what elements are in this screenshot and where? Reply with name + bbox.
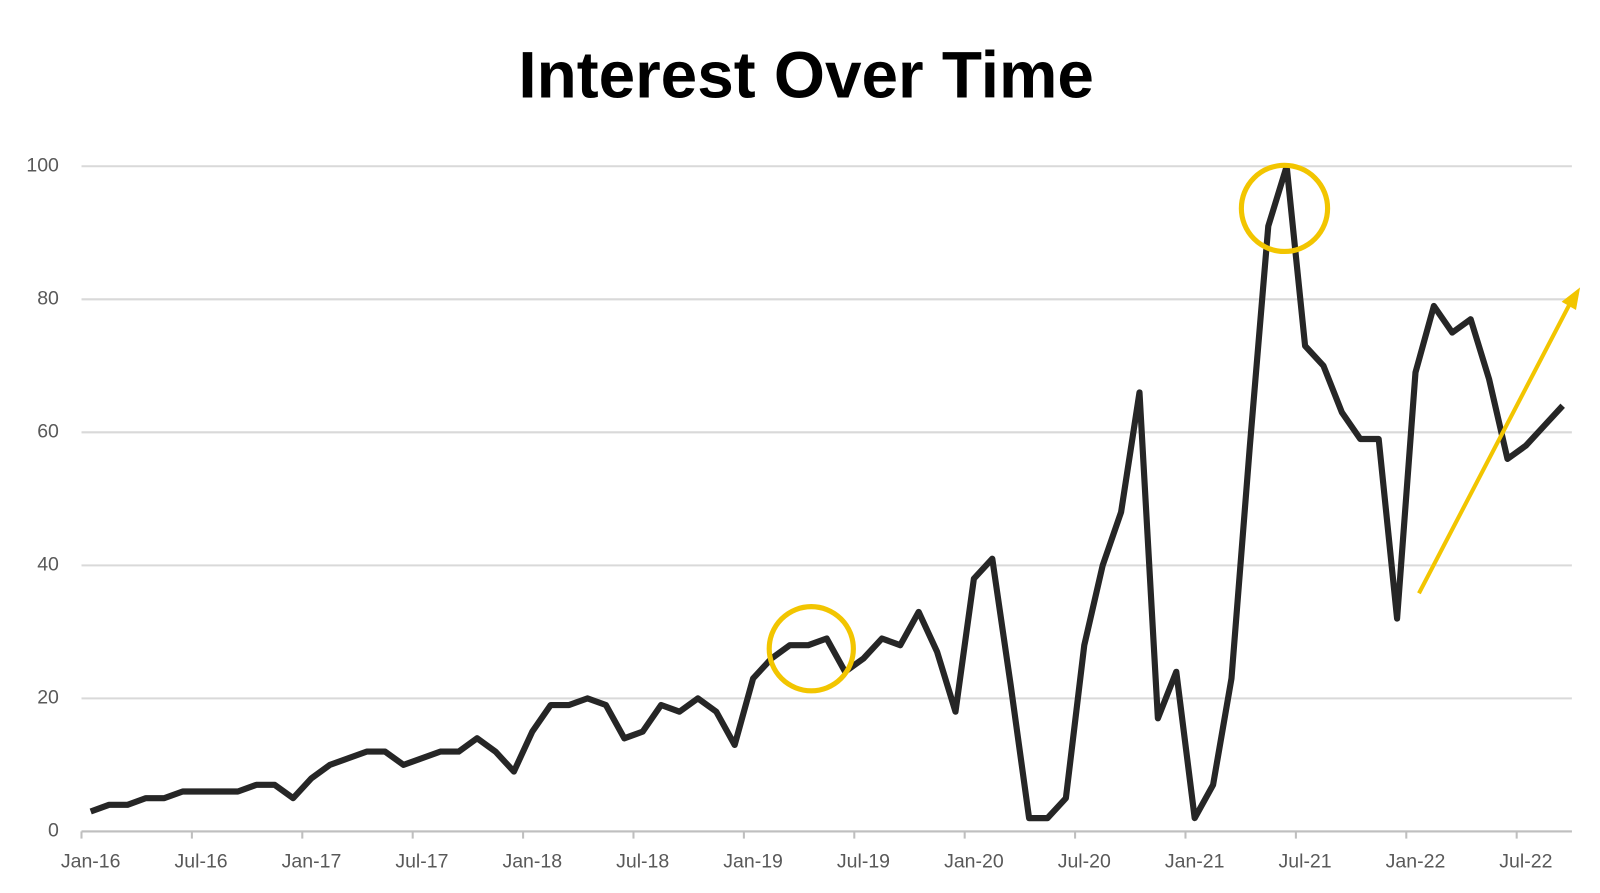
x-tick-label: Jul-16 [175,850,228,872]
x-tick-label: Jul-18 [616,850,669,872]
trend-arrow [1417,302,1572,595]
x-tick-label: Jul-17 [395,850,448,872]
y-tick-label: 20 [37,687,59,709]
y-tick-label: 40 [37,554,59,576]
data-line [89,163,1565,822]
y-tick-label: 60 [37,420,59,442]
x-tick-label: Jan-20 [944,850,1004,872]
x-tick-label: Jan-18 [502,850,562,872]
highlight-circle [766,604,856,694]
x-tick-label: Jul-19 [837,850,890,872]
plot-area: 0 20 40 60 80 100 Jan-16 Jul-16 Jan-17 Jul-17 Jan-… [26,154,1572,872]
highlight-circle [1238,162,1331,255]
x-tick-label: Jul-20 [1058,850,1111,872]
x-tick-label: Jul-22 [1499,850,1552,872]
x-tick-label: Jan-21 [1165,850,1225,872]
trend-arrowhead [1561,287,1581,310]
x-tick-label: Jan-19 [723,850,783,872]
x-tick-label: Jan-17 [282,850,342,872]
x-tick-label: Jul-21 [1279,850,1332,872]
y-tick-label: 0 [48,820,59,842]
x-tick-label: Jan-22 [1386,850,1446,872]
y-tick-label: 100 [26,154,59,176]
y-tick-label: 80 [37,287,59,309]
chart-title: Interest Over Time [518,38,1094,111]
x-tick-label: Jan-16 [61,850,121,872]
